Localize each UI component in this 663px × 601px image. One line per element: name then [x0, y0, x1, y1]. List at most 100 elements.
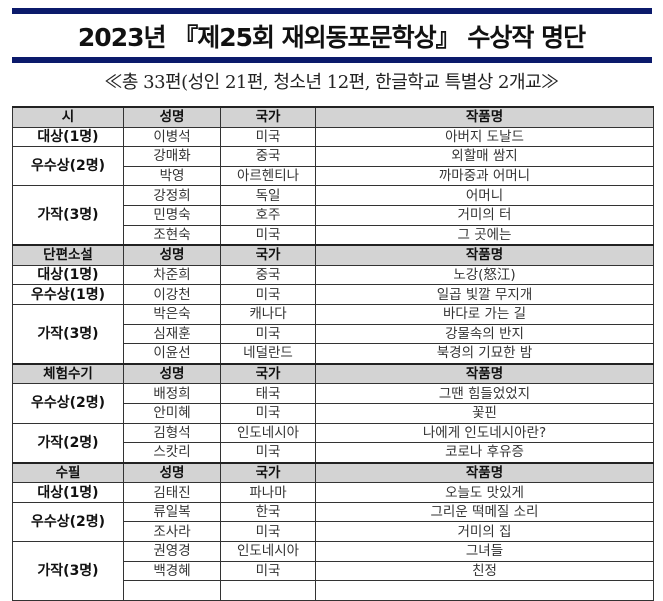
winner-country: 아르헨티나	[220, 165, 316, 187]
award-level: 가작(3명)	[12, 541, 124, 601]
winner-country: 미국	[220, 284, 316, 305]
column-header-title: 작품명	[315, 362, 654, 385]
column-header-name: 성명	[123, 362, 221, 385]
work-title: 바다로 가는 길	[315, 303, 654, 325]
award-level: 우수상(2명)	[12, 383, 124, 424]
work-title	[315, 580, 654, 601]
winner-country: 미국	[220, 402, 316, 424]
table-row: 가작(3명) 권영경 인도네시아 그녀들	[12, 541, 654, 601]
section-category: 시	[12, 105, 124, 128]
winner-name: 민명숙	[123, 204, 221, 226]
winner-country: 미국	[220, 224, 316, 246]
column-header-title: 작품명	[315, 105, 654, 128]
section-category: 수필	[12, 461, 124, 484]
table-row: 가작(3명) 박은숙 캐나다 바다로 가는 길	[12, 303, 654, 365]
column-header-country: 국가	[220, 244, 316, 266]
section-header-row: 체험수기 성명 국가 작품명	[12, 362, 654, 385]
winner-country: 호주	[220, 204, 316, 226]
column-header-name: 성명	[123, 461, 221, 484]
winner-name	[123, 580, 221, 601]
winner-name: 안미혜	[123, 402, 221, 424]
winner-name: 조사라	[123, 521, 221, 543]
winner-name: 이윤선	[123, 343, 221, 365]
section-header-row: 수필 성명 국가 작품명	[12, 461, 654, 484]
bottom-rule	[12, 57, 652, 63]
table-row: 스캇리 미국 코로나 후유증	[13, 442, 654, 464]
table-row: 우수상(2명) 강매화 중국 외할매 쌈지	[12, 146, 654, 187]
table-row: 우수상(2명) 류일복 한국 그리운 떡메질 소리	[12, 501, 654, 543]
winner-name: 김형석	[123, 422, 221, 444]
winner-country: 캐나다	[220, 303, 316, 325]
work-title: 그 곳에는	[315, 224, 654, 246]
work-title: 일곱 빛깔 무지개	[315, 284, 654, 305]
work-title: 강물속의 반지	[315, 323, 654, 345]
column-header-name: 성명	[123, 244, 221, 266]
table-row: 대상(1명) 이병석 미국 아버지 도날드	[12, 126, 654, 148]
award-level: 대상(1명)	[12, 126, 124, 148]
work-title: 그녀들	[315, 541, 654, 562]
work-title: 어머니	[315, 185, 654, 206]
winner-country: 미국	[220, 126, 316, 148]
table-row: 민명숙 호주 거미의 터	[13, 204, 654, 226]
table-row: 대상(1명) 차준희 중국 노강(怒江)	[12, 264, 654, 286]
work-title: 까마중과 어머니	[315, 165, 654, 187]
work-title: 나에게 인도네시아란?	[315, 422, 654, 444]
work-title: 그리운 떡메질 소리	[315, 501, 654, 523]
section-category: 단편소설	[12, 244, 124, 266]
winner-name: 박영	[123, 165, 221, 187]
award-level: 가작(3명)	[12, 185, 124, 246]
winner-name: 류일복	[123, 501, 221, 523]
winner-country	[220, 580, 316, 601]
table-row: 안미혜 미국 꽃핀	[13, 402, 654, 424]
work-title: 그땐 힘들었었지	[315, 383, 654, 404]
section-header-row: 시 성명 국가 작품명	[12, 105, 654, 128]
work-title: 오늘도 맛있게	[315, 482, 654, 503]
table-row: 대상(1명) 김태진 파나마 오늘도 맛있게	[12, 482, 654, 503]
winner-name: 이강천	[123, 284, 221, 305]
column-header-name: 성명	[123, 105, 221, 128]
table-row: 이윤선 네덜란드 북경의 기묘한 밤	[13, 343, 654, 365]
work-title: 북경의 기묘한 밤	[315, 343, 654, 365]
table-row: 가작(3명) 강정희 독일 어머니	[12, 185, 654, 246]
winner-country: 한국	[220, 501, 316, 523]
work-title: 꽃핀	[315, 402, 654, 424]
winner-name: 스캇리	[123, 442, 221, 464]
winner-name: 박은숙	[123, 303, 221, 325]
winner-country: 중국	[220, 264, 316, 286]
column-header-country: 국가	[220, 362, 316, 385]
page-title: 2023년 『제25회 재외동포문학상』 수상작 명단	[77, 23, 586, 52]
winner-name: 백경혜	[123, 560, 221, 582]
table-row: 가작(2명) 김형석 인도네시아 나에게 인도네시아란?	[12, 422, 654, 464]
award-level: 대상(1명)	[12, 482, 124, 503]
work-title: 거미의 터	[315, 204, 654, 226]
work-title: 친정	[315, 560, 654, 582]
work-title: 코로나 후유증	[315, 442, 654, 464]
winner-name: 조현숙	[123, 224, 221, 246]
award-level: 우수상(2명)	[12, 146, 124, 187]
work-title: 거미의 집	[315, 521, 654, 543]
awards-table: 시 성명 국가 작품명 대상(1명) 이병석 미국 아버지 도날드 우수상(2명) 강매화 중국 외할…	[12, 105, 654, 601]
winner-country: 미국	[220, 323, 316, 345]
work-title: 외할매 쌈지	[315, 146, 654, 167]
winner-country: 미국	[220, 521, 316, 543]
work-title: 노강(怒江)	[315, 264, 654, 286]
winner-name: 이병석	[123, 126, 221, 148]
winner-country: 인도네시아	[220, 422, 316, 444]
work-title: 아버지 도날드	[315, 126, 654, 148]
award-level: 대상(1명)	[12, 264, 124, 286]
winner-country: 파나마	[220, 482, 316, 503]
winner-country: 독일	[220, 185, 316, 206]
section-category: 체험수기	[12, 362, 124, 385]
winner-name: 심재훈	[123, 323, 221, 345]
column-header-country: 국가	[220, 105, 316, 128]
top-rule	[12, 8, 652, 14]
column-header-title: 작품명	[315, 461, 654, 484]
award-level: 우수상(1명)	[12, 284, 124, 305]
winner-name: 배정희	[123, 383, 221, 404]
winner-country: 중국	[220, 146, 316, 167]
award-level: 우수상(2명)	[12, 501, 124, 543]
winner-country: 인도네시아	[220, 541, 316, 562]
column-header-country: 국가	[220, 461, 316, 484]
table-row: 백경혜 미국 친정	[13, 560, 654, 582]
winner-country: 미국	[220, 442, 316, 464]
